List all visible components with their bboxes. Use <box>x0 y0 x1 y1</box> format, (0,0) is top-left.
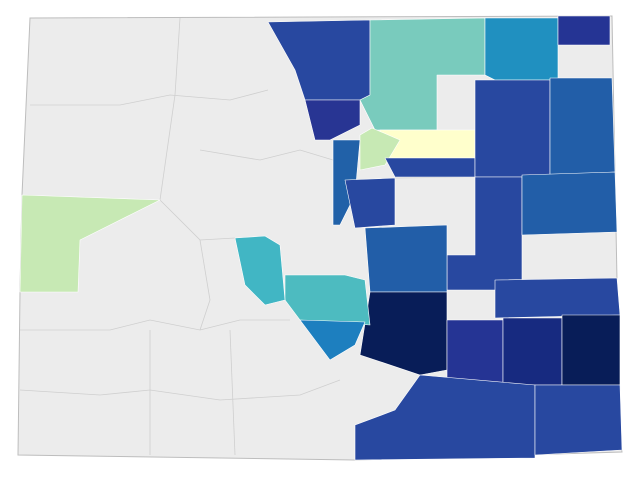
county <box>561 314 621 386</box>
county <box>359 291 448 376</box>
county-line <box>199 237 236 241</box>
county <box>359 127 401 171</box>
county-line <box>229 329 236 456</box>
county <box>384 157 476 178</box>
county <box>484 17 559 81</box>
county <box>502 317 563 386</box>
county <box>494 277 621 319</box>
county <box>299 319 366 361</box>
county <box>446 319 504 386</box>
county <box>19 194 161 293</box>
county <box>521 171 618 236</box>
county <box>234 235 286 306</box>
county-line <box>159 199 211 331</box>
county <box>534 384 623 456</box>
county-line <box>159 17 181 201</box>
county <box>364 224 448 293</box>
county <box>549 77 616 176</box>
county <box>557 15 611 46</box>
county-line <box>199 149 334 161</box>
county-line <box>19 379 341 401</box>
county <box>344 177 396 229</box>
county <box>304 99 361 141</box>
counties <box>19 15 623 461</box>
county <box>474 79 551 178</box>
county-line <box>20 319 290 331</box>
county-line <box>30 89 269 106</box>
